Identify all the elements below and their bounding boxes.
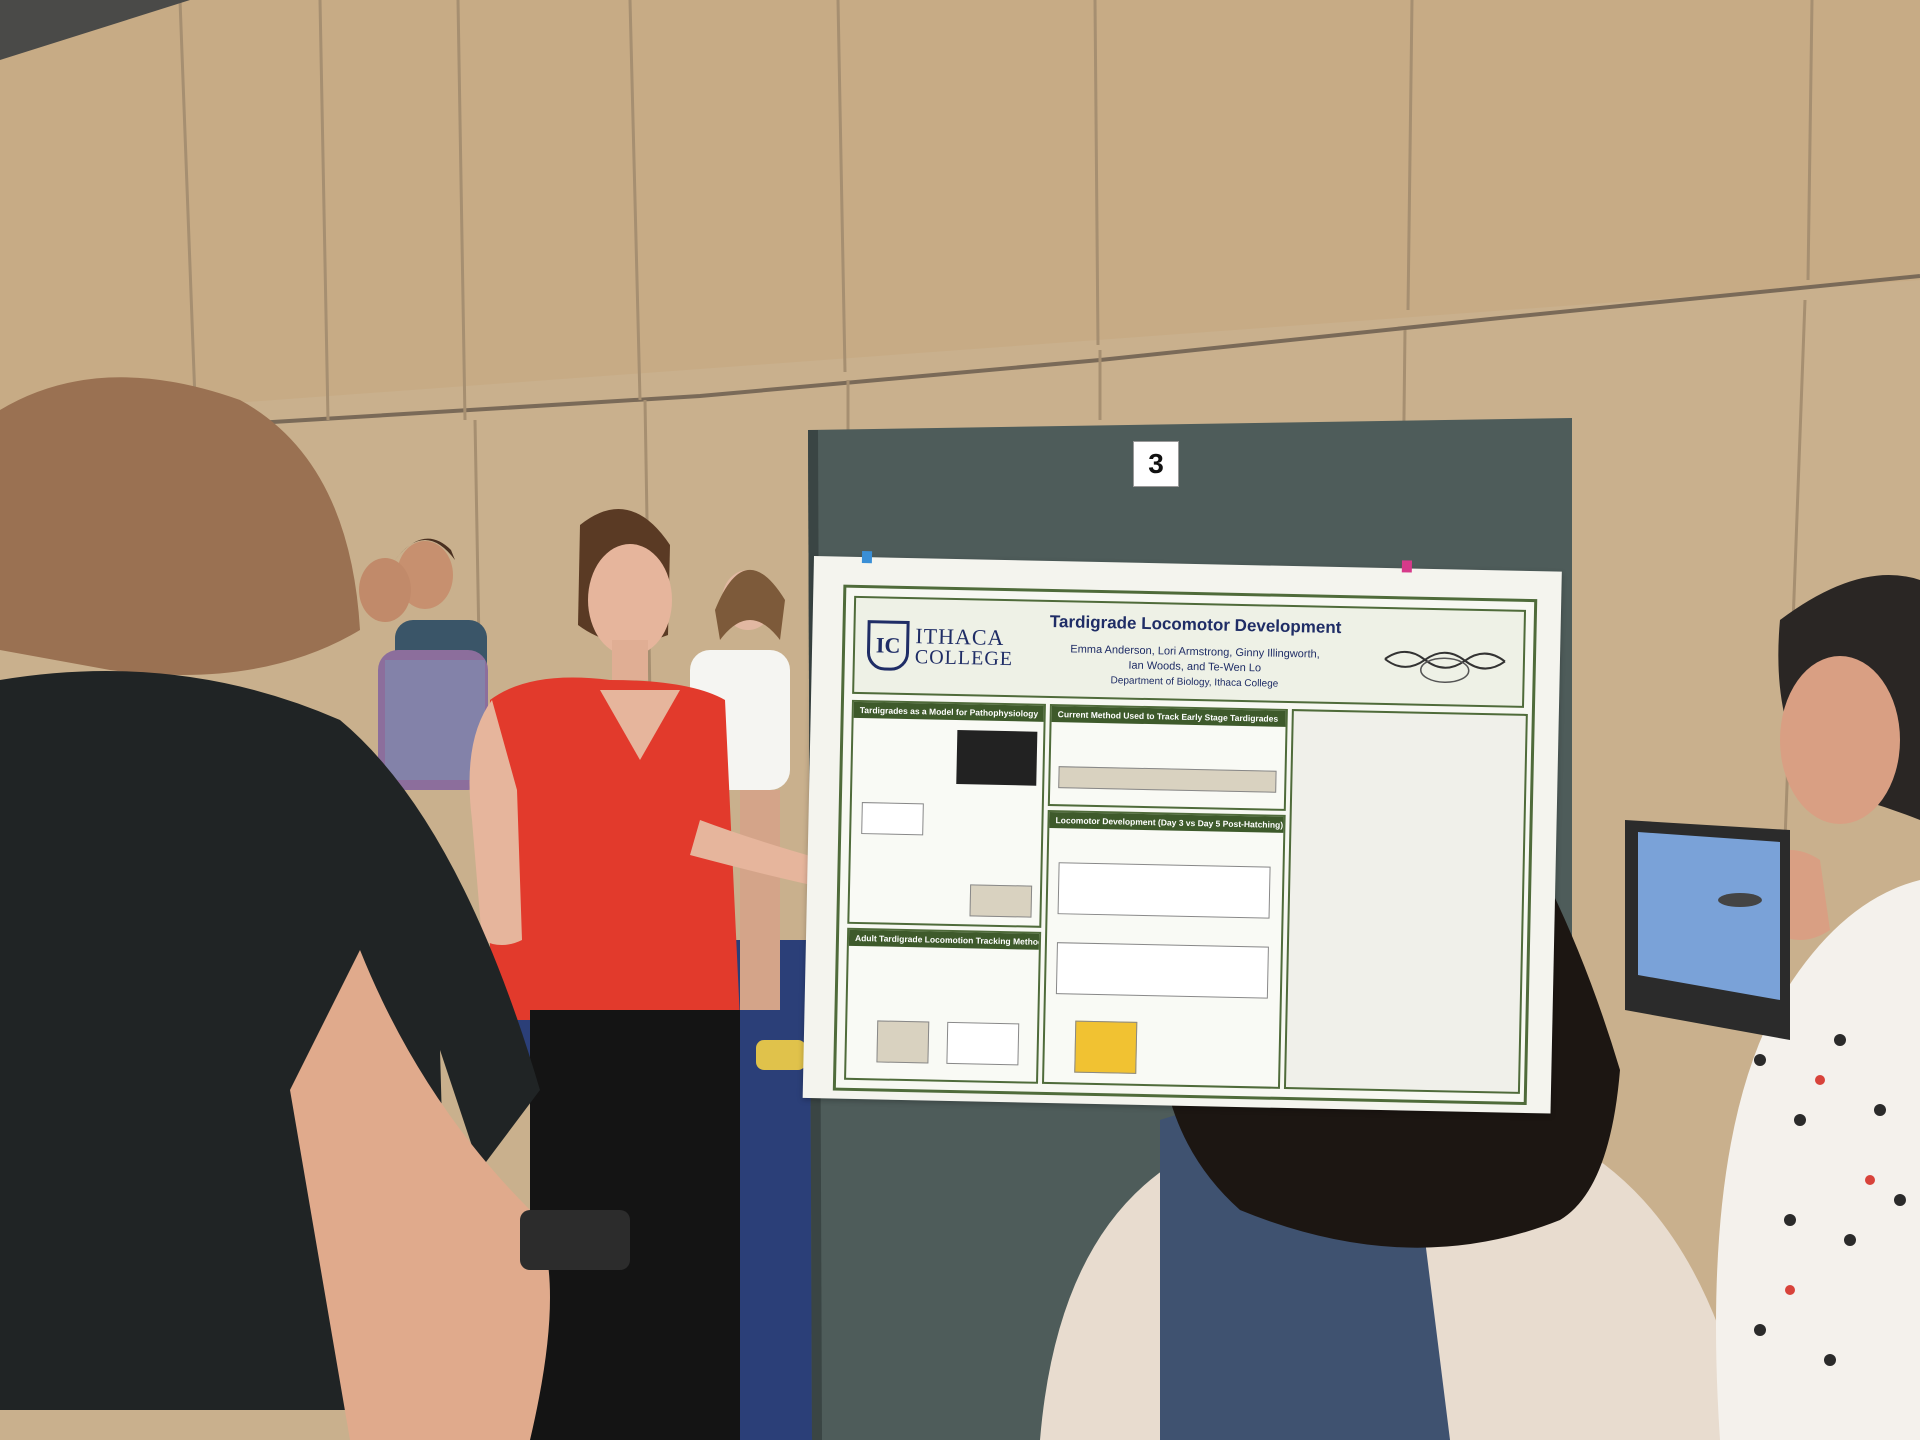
panel-current-method-title: Current Method Used to Track Early Stage… <box>1051 706 1286 727</box>
microscopy-image <box>956 730 1038 786</box>
foreground-person-left <box>0 377 630 1440</box>
upper-wall <box>0 0 1920 420</box>
panel-tracking: Adult Tardigrade Locomotion Tracking Met… <box>844 927 1042 1084</box>
poster-frame: IC ITHACA COLLEGE Tardigrade Locomotor D… <box>832 584 1538 1106</box>
tardigrade-sketch-icon <box>1384 650 1506 683</box>
phylogeny-diagram <box>861 802 924 836</box>
ceiling-edge <box>0 0 190 60</box>
panel-locomotor-title: Locomotor Development (Day 3 vs Day 5 Po… <box>1049 811 1284 833</box>
panel-model-title: Tardigrades as a Model for Pathophysiolo… <box>853 701 1044 722</box>
push-pin-blue <box>861 551 873 564</box>
push-pin-pink <box>1401 560 1413 573</box>
boxplot-row-2 <box>1055 942 1269 999</box>
boxplot-row-1 <box>1057 862 1271 919</box>
poster-title: Tardigrade Locomotor Development <box>1049 611 1342 638</box>
laptop <box>1625 820 1790 1040</box>
foreground-person-right <box>1716 575 1920 1440</box>
panel-tracking-title: Adult Tardigrade Locomotion Tracking Met… <box>848 929 1040 950</box>
tardigrade-image <box>969 884 1033 918</box>
tracking-image-1 <box>876 1020 930 1064</box>
research-poster: IC ITHACA COLLEGE Tardigrade Locomotor D… <box>802 551 1562 1114</box>
embryo-strip <box>1058 766 1277 793</box>
bar-chart <box>1074 1020 1138 1074</box>
college-name: ITHACA COLLEGE <box>914 623 1014 671</box>
college-name-line2: COLLEGE <box>914 646 1014 671</box>
panel-locomotor: Locomotor Development (Day 3 vs Day 5 Po… <box>1041 809 1286 1089</box>
booth-number-card: 3 <box>1133 441 1179 487</box>
college-logo: IC ITHACA COLLEGE <box>866 620 1014 673</box>
panel-model: Tardigrades as a Model for Pathophysiolo… <box>847 699 1046 928</box>
panel-current-method: Current Method Used to Track Early Stage… <box>1047 703 1288 811</box>
college-seal-icon: IC <box>866 620 910 672</box>
panel-hidden <box>1283 709 1528 1094</box>
poster-header: IC ITHACA COLLEGE Tardigrade Locomotor D… <box>852 595 1527 708</box>
tracking-plot <box>946 1021 1020 1066</box>
